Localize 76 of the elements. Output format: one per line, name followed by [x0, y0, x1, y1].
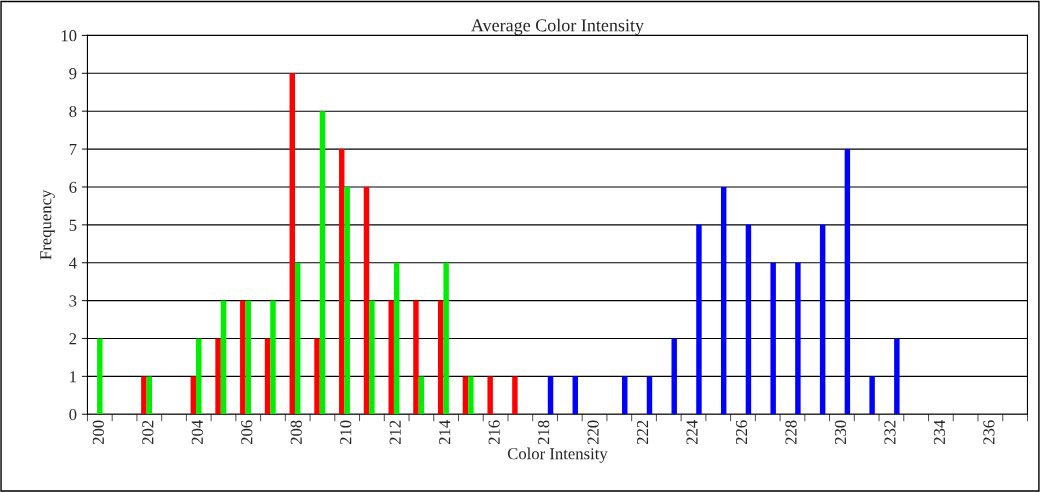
- x-tick-label: 214: [439, 420, 451, 445]
- bar: [696, 224, 702, 415]
- bar: [512, 376, 518, 415]
- bar: [294, 262, 301, 415]
- bar: [671, 338, 677, 415]
- x-axis-title: Color Intensity: [507, 447, 608, 463]
- bar: [344, 186, 350, 415]
- bar: [869, 376, 875, 415]
- bar: [443, 262, 449, 415]
- bar: [547, 376, 554, 415]
- bar: [720, 186, 727, 415]
- bar: [468, 376, 474, 415]
- bar: [572, 376, 578, 415]
- x-tick-label: 230: [834, 420, 847, 445]
- y-axis-title: Frequency: [40, 189, 55, 260]
- bar: [462, 376, 469, 415]
- x-tick-label: 210: [340, 420, 352, 445]
- x-tick-label: 234: [933, 420, 946, 445]
- bar: [319, 111, 326, 415]
- bar: [795, 262, 801, 415]
- chart-title: Average Color Intensity: [471, 18, 644, 36]
- y-tick-label: 2: [69, 333, 77, 345]
- x-tick-label: 200: [92, 420, 104, 445]
- x-tick-label: 218: [538, 420, 550, 445]
- y-tick-label: 7: [69, 143, 77, 155]
- x-tick-label: 226: [735, 420, 748, 445]
- y-tick-label: 5: [69, 219, 77, 231]
- bar: [646, 376, 653, 415]
- x-tick-label: 212: [389, 420, 401, 445]
- bar: [240, 300, 246, 415]
- bar: [141, 376, 147, 415]
- bar: [190, 376, 197, 415]
- y-tick-label: 3: [69, 295, 77, 307]
- bar: [393, 262, 400, 415]
- x-tick-label: 204: [191, 420, 203, 445]
- bar: [437, 300, 444, 415]
- bar: [770, 262, 776, 415]
- bar: [388, 300, 394, 415]
- y-tick-label: 6: [69, 181, 77, 193]
- x-tick-label: 232: [884, 420, 896, 445]
- x-tick-label: 216: [488, 420, 500, 445]
- y-tick-label: 0: [69, 408, 77, 421]
- bar: [369, 300, 375, 415]
- y-tick-label: 9: [69, 68, 77, 80]
- bar: [819, 224, 826, 415]
- x-tick-label: 206: [241, 420, 253, 445]
- bar: [894, 338, 900, 415]
- y-tick-label: 8: [69, 105, 77, 118]
- bar: [622, 376, 628, 415]
- y-tick-label: 4: [69, 257, 77, 269]
- x-tick-label: 202: [142, 420, 154, 445]
- bar: [215, 338, 221, 415]
- bar: [289, 73, 295, 415]
- bar: [413, 300, 419, 415]
- bar: [97, 338, 103, 415]
- bar: [745, 224, 752, 415]
- bar: [245, 300, 251, 415]
- bar: [844, 149, 851, 415]
- y-tick-label: 10: [61, 30, 77, 42]
- bar: [339, 149, 345, 415]
- bar: [196, 338, 202, 415]
- bar: [314, 338, 320, 415]
- bar: [487, 376, 493, 415]
- x-tick-label: 228: [785, 420, 797, 445]
- x-tick-label: 220: [587, 420, 599, 445]
- bar: [146, 376, 153, 415]
- x-tick-label: 224: [686, 420, 698, 445]
- x-tick-label: 222: [637, 420, 649, 445]
- bar: [264, 338, 271, 415]
- x-tick-label: 208: [290, 420, 302, 445]
- bar: [363, 186, 370, 415]
- y-tick-label: 1: [70, 371, 77, 383]
- bar: [418, 376, 425, 415]
- bar: [220, 300, 227, 415]
- x-tick-label: 236: [983, 420, 995, 445]
- bar: [270, 300, 276, 415]
